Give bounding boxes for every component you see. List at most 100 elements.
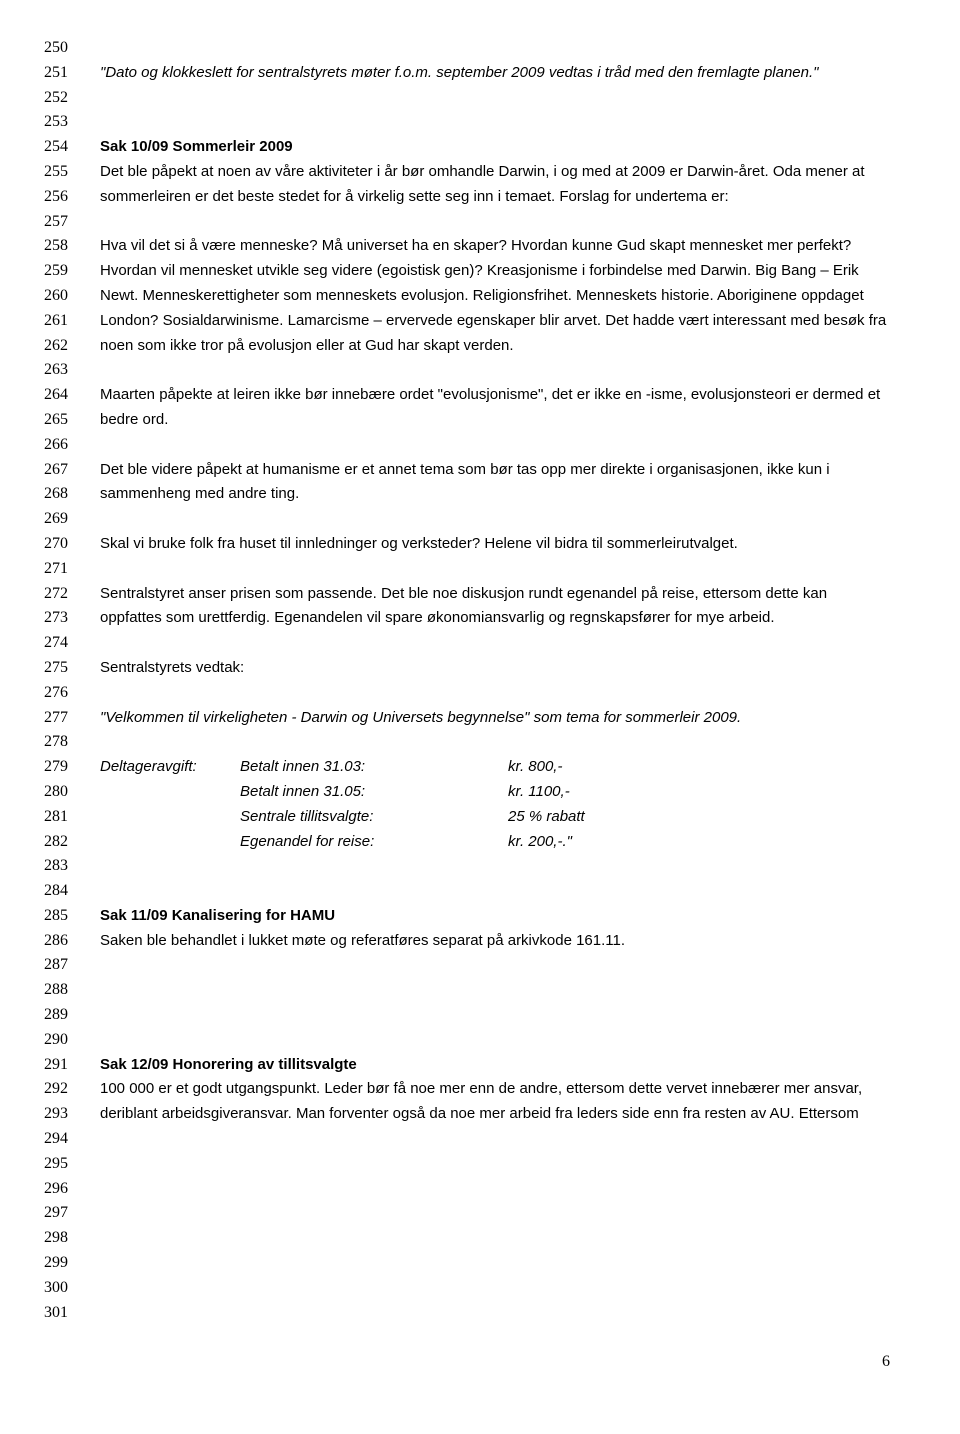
line-number: 289 [44, 1003, 80, 1028]
fee-label: Deltageravgift: [100, 755, 240, 780]
paragraph-quote: "Velkommen til virkeligheten - Darwin og… [100, 706, 890, 731]
line-number: 260 [44, 284, 80, 309]
line-number: 279 [44, 755, 80, 780]
line-number: 272 [44, 582, 80, 607]
line-number: 266 [44, 433, 80, 458]
blank-line [100, 681, 890, 706]
line-number: 287 [44, 953, 80, 978]
line-number: 283 [44, 854, 80, 879]
section-heading: Sak 12/09 Honorering av tillitsvalgte [100, 1053, 890, 1078]
line-number: 282 [44, 830, 80, 855]
line-number: 277 [44, 706, 80, 731]
line-number: 291 [44, 1053, 80, 1078]
blank-line [100, 953, 890, 978]
line-number: 295 [44, 1152, 80, 1177]
fee-desc: Betalt innen 31.03: [240, 755, 470, 780]
line-number: 276 [44, 681, 80, 706]
fee-row: Egenandel for reise: kr. 200,-." [100, 830, 890, 855]
line-number: 288 [44, 978, 80, 1003]
paragraph: Hva vil det si å være menneske? Må unive… [100, 234, 890, 358]
paragraph-quote: "Dato og klokkeslett for sentralstyrets … [100, 61, 890, 86]
line-number: 262 [44, 334, 80, 359]
line-number: 286 [44, 929, 80, 954]
line-number: 255 [44, 160, 80, 185]
line-number: 254 [44, 135, 80, 160]
fee-row: Sentrale tillitsvalgte: 25 % rabatt [100, 805, 890, 830]
blank-line [100, 730, 890, 755]
fee-amount: 25 % rabatt [470, 805, 585, 830]
line-number: 297 [44, 1201, 80, 1226]
line-number: 264 [44, 383, 80, 408]
blank-line [100, 1028, 890, 1053]
line-number: 268 [44, 482, 80, 507]
fee-desc: Sentrale tillitsvalgte: [240, 805, 470, 830]
line-number: 298 [44, 1226, 80, 1251]
fee-amount: kr. 800,- [470, 755, 562, 780]
line-number: 265 [44, 408, 80, 433]
line-number: 273 [44, 606, 80, 631]
fee-amount: kr. 1100,- [470, 780, 570, 805]
paragraph: Sentralstyret anser prisen som passende.… [100, 582, 890, 632]
blank-line [100, 854, 890, 879]
line-number: 257 [44, 210, 80, 235]
document-content: "Dato og klokkeslett for sentralstyrets … [80, 36, 890, 1325]
line-number: 253 [44, 110, 80, 135]
blank-line [100, 86, 890, 111]
line-number: 267 [44, 458, 80, 483]
line-number: 274 [44, 631, 80, 656]
fee-row: Deltageravgift: Betalt innen 31.03: kr. … [100, 755, 890, 780]
line-number: 290 [44, 1028, 80, 1053]
line-number: 294 [44, 1127, 80, 1152]
section-heading: Sak 10/09 Sommerleir 2009 [100, 135, 890, 160]
paragraph: Det ble videre påpekt at humanisme er et… [100, 458, 890, 508]
line-number: 293 [44, 1102, 80, 1127]
line-number: 299 [44, 1251, 80, 1276]
blank-line [100, 433, 890, 458]
line-number: 256 [44, 185, 80, 210]
line-number: 258 [44, 234, 80, 259]
fee-desc: Betalt innen 31.05: [240, 780, 470, 805]
section-heading: Sak 11/09 Kanalisering for HAMU [100, 904, 890, 929]
fees-block: Deltageravgift: Betalt innen 31.03: kr. … [100, 755, 890, 854]
line-number: 270 [44, 532, 80, 557]
line-number: 292 [44, 1077, 80, 1102]
line-number: 269 [44, 507, 80, 532]
fee-row: Betalt innen 31.05: kr. 1100,- [100, 780, 890, 805]
blank-line [100, 210, 890, 235]
fee-label-empty [100, 830, 240, 855]
fee-amount: kr. 200,-." [470, 830, 572, 855]
paragraph: Saken ble behandlet i lukket møte og ref… [100, 929, 890, 954]
blank-line [100, 557, 890, 582]
blank-line [100, 631, 890, 656]
line-number: 271 [44, 557, 80, 582]
paragraph: 100 000 er et godt utgangspunkt. Leder b… [100, 1077, 890, 1127]
line-number: 281 [44, 805, 80, 830]
line-number: 280 [44, 780, 80, 805]
blank-line [100, 358, 890, 383]
fee-desc: Egenandel for reise: [240, 830, 470, 855]
line-number: 259 [44, 259, 80, 284]
line-number: 278 [44, 730, 80, 755]
line-number-gutter: 2502512522532542552562572582592602612622… [44, 36, 80, 1325]
blank-line [100, 978, 890, 1003]
page-number: 6 [44, 1353, 890, 1371]
blank-line [100, 1003, 890, 1028]
paragraph: Maarten påpekte at leiren ikke bør inneb… [100, 383, 890, 433]
line-number: 301 [44, 1301, 80, 1326]
fee-label-empty [100, 805, 240, 830]
fee-label-empty [100, 780, 240, 805]
blank-line [100, 879, 890, 904]
line-number: 296 [44, 1177, 80, 1202]
paragraph: Det ble påpekt at noen av våre aktivitet… [100, 160, 890, 210]
paragraph: Skal vi bruke folk fra huset til innledn… [100, 532, 890, 557]
line-number: 300 [44, 1276, 80, 1301]
blank-line [100, 110, 890, 135]
paragraph: Sentralstyrets vedtak: [100, 656, 890, 681]
line-number: 263 [44, 358, 80, 383]
line-number: 252 [44, 86, 80, 111]
line-number: 261 [44, 309, 80, 334]
line-number: 275 [44, 656, 80, 681]
line-number: 250 [44, 36, 80, 61]
blank-line [100, 36, 890, 61]
document-page: 2502512522532542552562572582592602612622… [44, 36, 890, 1325]
